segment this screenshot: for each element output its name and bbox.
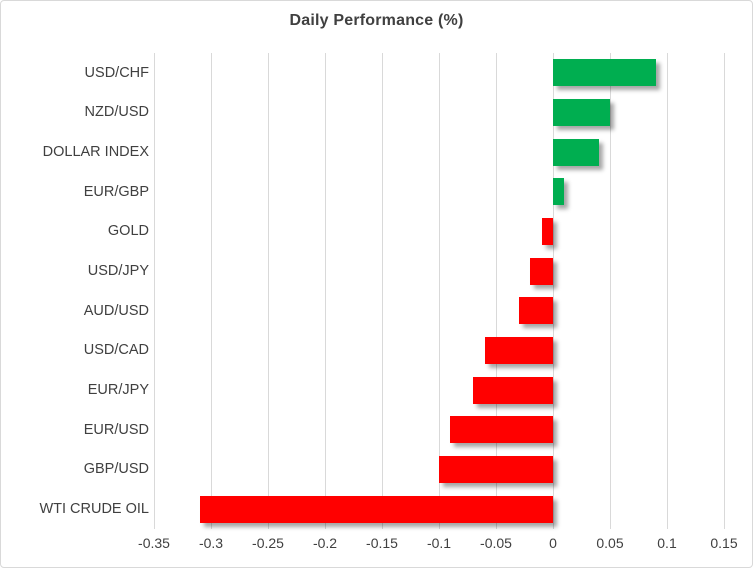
x-tick-label: 0.05 xyxy=(596,535,624,551)
category-label-aud-usd: AUD/USD xyxy=(83,302,149,319)
category-label-wti-crude-oil: WTI CRUDE OIL xyxy=(39,501,149,518)
category-label-usd-cad: USD/CAD xyxy=(83,342,149,359)
category-label-gold: GOLD xyxy=(107,223,149,240)
bar-aud-usd xyxy=(518,297,553,325)
category-label-gbp-usd: GBP/USD xyxy=(83,461,149,478)
x-tick-label: -0.25 xyxy=(252,535,284,551)
category-axis: USD/CHF NZD/USD DOLLAR INDEX EUR/GBP GOLD USD… xyxy=(1,53,149,529)
bar-nzd-usd xyxy=(553,99,610,126)
gridline xyxy=(438,53,440,529)
bar-wti-crude-oil xyxy=(199,495,553,523)
x-tick-label: 0 xyxy=(549,535,557,551)
category-label-usd-jpy: USD/JPY xyxy=(87,263,149,280)
x-tick-label: -0.3 xyxy=(198,535,224,551)
bar-usd-chf xyxy=(553,59,656,87)
category-label-nzd-usd: NZD/USD xyxy=(84,104,149,121)
plot-area xyxy=(153,53,725,529)
x-tick-label: -0.2 xyxy=(312,535,338,551)
value-axis: -0.35 -0.3 -0.25 -0.2 -0.15 -0.1 -0.05 0 0.05 0.1… xyxy=(138,535,738,557)
bar-eur-usd xyxy=(450,416,553,444)
x-tick-label: -0.15 xyxy=(366,535,398,551)
bar-eur-jpy xyxy=(473,376,553,404)
bar-usd-cad xyxy=(484,337,553,364)
gridline xyxy=(723,53,725,529)
x-tick-label: 0.15 xyxy=(710,535,738,551)
gridline xyxy=(210,53,212,529)
x-tick-label: -0.35 xyxy=(138,535,170,551)
zero-gridline xyxy=(552,53,554,529)
gridline xyxy=(267,53,269,529)
bar-dollar-index xyxy=(553,138,599,166)
gridline xyxy=(381,53,383,529)
bar-gbp-usd xyxy=(439,456,553,483)
x-tick-label: 0.1 xyxy=(657,535,677,551)
x-tick-label: -0.05 xyxy=(480,535,512,551)
category-label-eur-gbp: EUR/GBP xyxy=(83,183,149,200)
category-label-eur-usd: EUR/USD xyxy=(83,421,149,438)
gridline xyxy=(324,53,326,529)
bar-eur-gbp xyxy=(553,178,565,206)
category-label-usd-chf: USD/CHF xyxy=(84,64,149,81)
bar-gold xyxy=(541,218,553,245)
category-label-dollar-index: DOLLAR INDEX xyxy=(42,144,149,161)
x-tick-label: -0.1 xyxy=(426,535,452,551)
gridline xyxy=(666,53,668,529)
bar-usd-jpy xyxy=(530,257,553,285)
gridline xyxy=(153,53,155,529)
chart-title: Daily Performance (%) xyxy=(289,12,464,29)
gridline xyxy=(495,53,497,529)
category-label-eur-jpy: EUR/JPY xyxy=(87,382,149,399)
gridline xyxy=(609,53,611,529)
